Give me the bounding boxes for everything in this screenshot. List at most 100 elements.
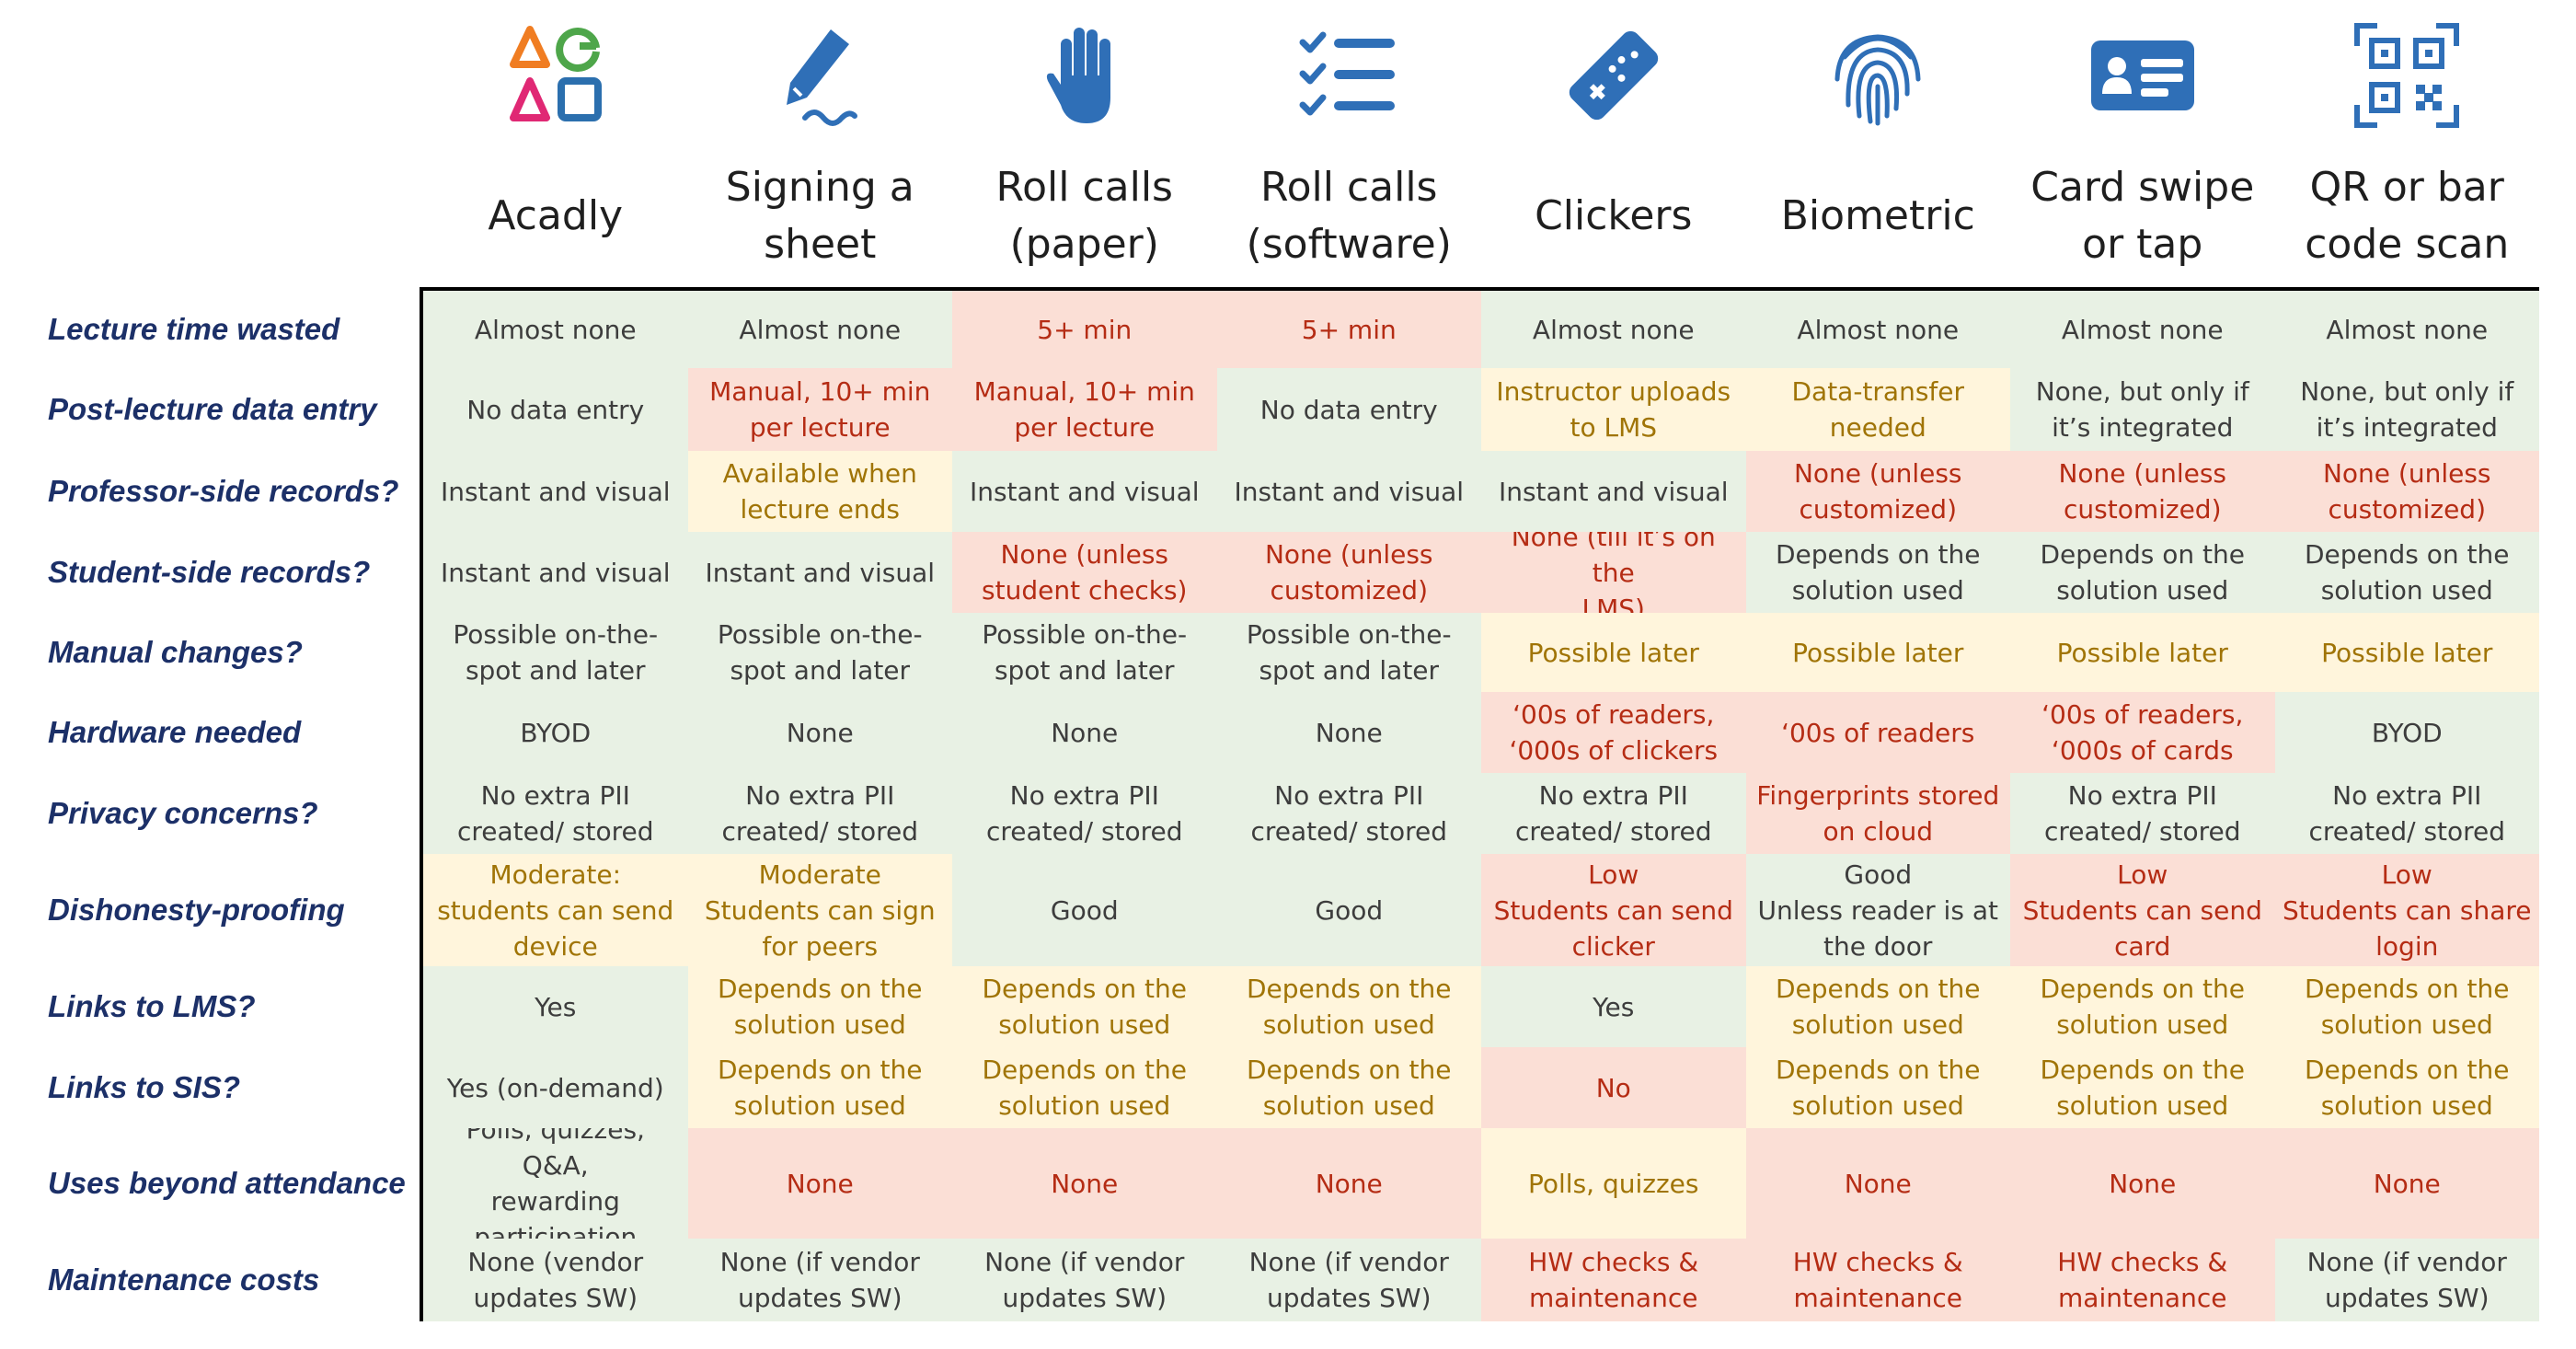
table-cell: BYOD [2274, 692, 2539, 773]
table-cell: Good [1216, 854, 1481, 966]
row-label: Privacy concerns? [48, 796, 318, 830]
table-row: BYOD None None None ‘00s of readers, ‘000s o… [423, 692, 2539, 773]
table-cell: Possible later [2274, 613, 2539, 692]
table-cell: Possible on-the- spot and later [687, 613, 952, 692]
table-cell: None [1216, 1128, 1481, 1239]
row-label: Dishonesty-proofing [48, 893, 345, 927]
table-cell: Manual, 10+ min per lecture [687, 368, 952, 451]
table-cell: None [952, 1128, 1217, 1239]
table-cell: Low Students can share login [2274, 854, 2539, 966]
row-label: Maintenance costs [48, 1263, 320, 1297]
table-cell: No extra PII created/ stored [2274, 773, 2539, 854]
table-cell: None [2274, 1128, 2539, 1239]
column-header-signing-sheet: Signing a sheet [688, 0, 953, 289]
column-header-card-swipe: Card swipe or tap [2010, 0, 2275, 289]
table-cell: None (if vendor updates SW) [2274, 1239, 2539, 1321]
table-cell: None (unless student checks) [952, 532, 1217, 613]
table-cell: None (unless customized) [1745, 451, 2010, 532]
table-row: Possible on-the- spot and later Possible … [423, 613, 2539, 692]
table-cell: Possible later [2010, 613, 2275, 692]
table-cell: No extra PII created/ stored [687, 773, 952, 854]
column-header-row: Acadly Signing a sheet Roll calls (paper… [423, 0, 2539, 289]
table-cell: Depends on the solution used [1216, 1047, 1481, 1128]
fingerprint-icon [1823, 20, 1933, 131]
table-cell: HW checks & maintenance [1481, 1239, 1746, 1321]
table-cell: None [687, 1128, 952, 1239]
table-cell: Possible on-the- spot and later [952, 613, 1217, 692]
table-cell: HW checks & maintenance [1745, 1239, 2010, 1321]
table-frame [420, 287, 2539, 1321]
table-cell: No extra PII created/ stored [1216, 773, 1481, 854]
acadly-logo-icon [500, 20, 611, 131]
table-cell: No extra PII created/ stored [1481, 773, 1746, 854]
table-row: Yes Depends on the solution used Depends o… [423, 966, 2539, 1047]
table-cell: Yes (on-demand) [423, 1047, 688, 1128]
table-cell: None [952, 692, 1217, 773]
table-row: No extra PII created/ stored No extra PII… [423, 773, 2539, 854]
table-cell: No [1481, 1047, 1746, 1128]
column-header-biometric: Biometric [1746, 0, 2011, 289]
checklist-icon [1294, 20, 1404, 131]
table-cell: None (if vendor updates SW) [1216, 1239, 1481, 1321]
table-cell: 5+ min [952, 291, 1217, 368]
table-cell: None (unless customized) [1216, 532, 1481, 613]
table-row: Moderate: students can send device Modera… [423, 854, 2539, 966]
table-cell: Instant and visual [1481, 451, 1746, 532]
table-cell: None [1745, 1128, 2010, 1239]
table-cell: Almost none [1481, 291, 1746, 368]
table-cell: Almost none [2010, 291, 2275, 368]
table-cell: Depends on the solution used [2274, 966, 2539, 1047]
table-cell: Instant and visual [1216, 451, 1481, 532]
table-cell: Almost none [2274, 291, 2539, 368]
table-row: Instant and visual Available when lecture… [423, 451, 2539, 532]
table-cell: Available when lecture ends [687, 451, 952, 532]
table-cell: ‘00s of readers, ‘000s of clickers [1481, 692, 1746, 773]
table-cell: Possible later [1481, 613, 1746, 692]
table-cell: HW checks & maintenance [2010, 1239, 2275, 1321]
table-cell: Instant and visual [952, 451, 1217, 532]
table-cell: Instructor uploads to LMS [1481, 368, 1746, 451]
table-cell: BYOD [423, 692, 688, 773]
row-label: Student-side records? [48, 555, 371, 589]
column-title: Biometric [1780, 192, 1975, 239]
table-cell: Depends on the solution used [2010, 966, 2275, 1047]
table-cell: Data-transfer needed [1745, 368, 2010, 451]
table-cell: Yes [1481, 966, 1746, 1047]
table-cell: No extra PII created/ stored [2010, 773, 2275, 854]
table-row: Polls, quizzes, Q&A, rewarding participa… [423, 1128, 2539, 1239]
column-title: Card swipe or tap [2030, 164, 2255, 268]
table-cell: Polls, quizzes [1481, 1128, 1746, 1239]
table-cell: 5+ min [1216, 291, 1481, 368]
table-cell: ‘00s of readers [1745, 692, 2010, 773]
table-row: Almost none Almost none 5+ min 5+ min Almost… [423, 291, 2539, 368]
table-cell: Depends on the solution used [687, 966, 952, 1047]
table-cell: Almost none [687, 291, 952, 368]
row-label: Hardware needed [48, 715, 302, 749]
hand-icon [1029, 20, 1140, 131]
table-row: No data entry Manual, 10+ min per lecture… [423, 368, 2539, 451]
table-cell: No extra PII created/ stored [952, 773, 1217, 854]
table-cell: Depends on the solution used [2010, 532, 2275, 613]
table-cell: No extra PII created/ stored [423, 773, 688, 854]
table-cell: None [2010, 1128, 2275, 1239]
table-cell: Moderate: students can send device [423, 854, 688, 966]
table-cell: Good [952, 854, 1217, 966]
table-cell: Fingerprints stored on cloud [1745, 773, 2010, 854]
table-cell: Low Students can send clicker [1481, 854, 1746, 966]
table-cell: Depends on the solution used [2274, 532, 2539, 613]
column-header-roll-calls-paper: Roll calls (paper) [952, 0, 1217, 289]
table-cell: None [1216, 692, 1481, 773]
table-row: Yes (on-demand) Depends on the solution u… [423, 1047, 2539, 1128]
table-cell: None (till it’s on the LMS) [1481, 532, 1746, 613]
table-cell: Possible on-the- spot and later [423, 613, 688, 692]
column-header-clickers: Clickers [1481, 0, 1746, 289]
table-cell: Instant and visual [423, 532, 688, 613]
pen-icon [765, 20, 875, 131]
table-cell: No data entry [1216, 368, 1481, 451]
table-cell: None, but only if it’s integrated [2274, 368, 2539, 451]
table-cell: Depends on the solution used [1745, 532, 2010, 613]
table-cell: Depends on the solution used [952, 966, 1217, 1047]
table-cell: Yes [423, 966, 688, 1047]
table-cell: ‘00s of readers, ‘000s of cards [2010, 692, 2275, 773]
clicker-icon [1558, 20, 1669, 131]
